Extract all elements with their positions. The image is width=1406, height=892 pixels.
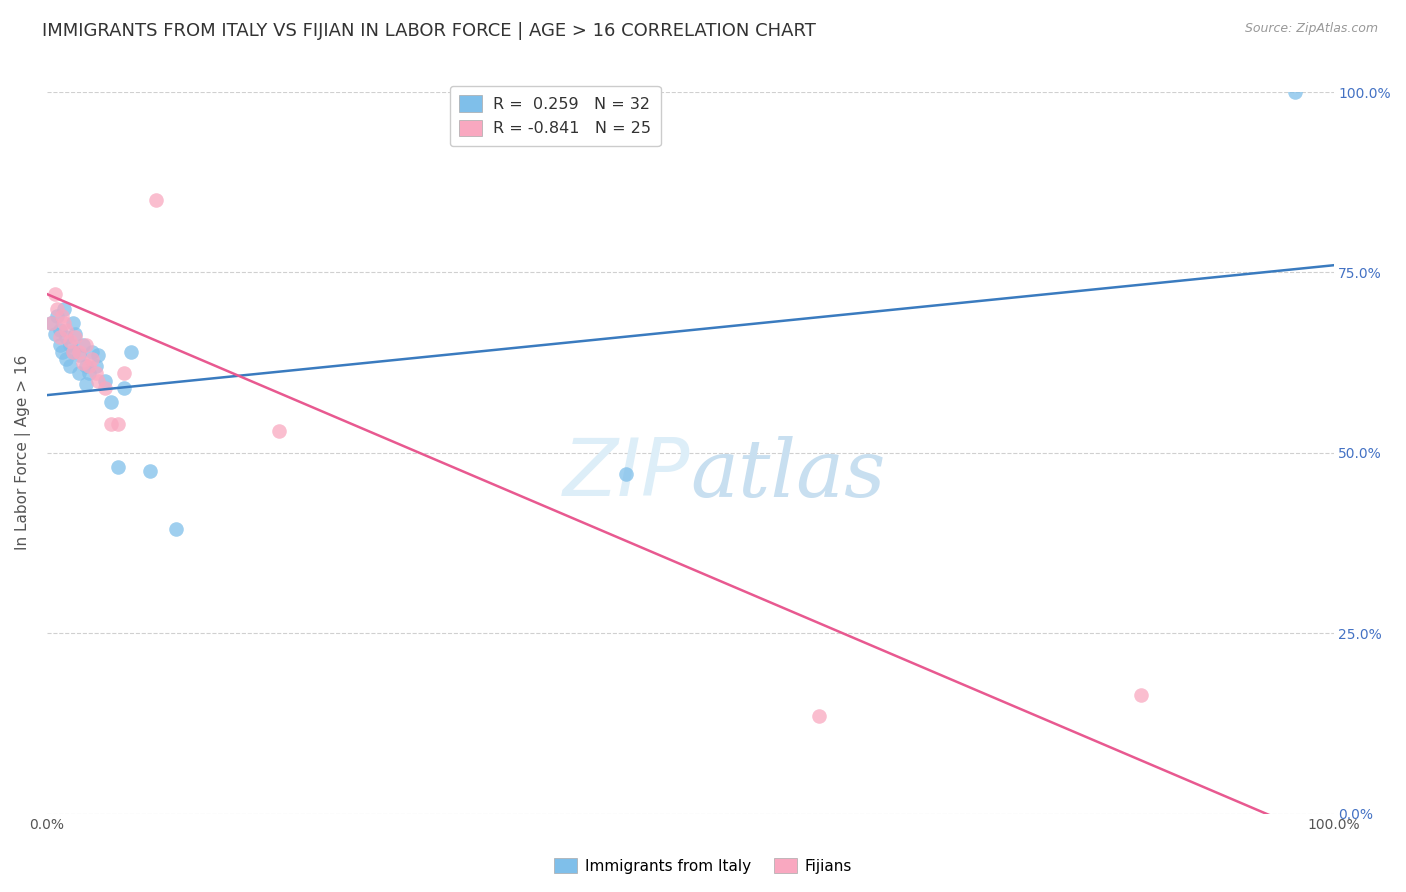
Point: [67, 348, 90, 362]
Point: [75, 359, 97, 374]
Point: [49, 330, 72, 344]
Point: [49, 323, 72, 337]
Point: [55, 323, 77, 337]
Point: [75, 337, 97, 351]
Point: [139, 464, 162, 478]
Point: [67, 367, 90, 381]
Point: [62, 344, 84, 359]
Point: [614, 467, 637, 482]
Legend: Immigrants from Italy, Fijians: Immigrants from Italy, Fijians: [548, 852, 858, 880]
Point: [62, 316, 84, 330]
Point: [120, 344, 142, 359]
Point: [145, 194, 167, 208]
Point: [51, 309, 73, 323]
Point: [112, 367, 135, 381]
Point: [80, 352, 103, 367]
Point: [107, 417, 129, 431]
Point: [807, 709, 830, 723]
Text: ZIP: ZIP: [562, 435, 690, 514]
Point: [87, 348, 110, 362]
Point: [87, 374, 110, 388]
Point: [39, 316, 62, 330]
Point: [94, 381, 117, 395]
Point: [59, 337, 82, 351]
Point: [59, 359, 82, 374]
Point: [52, 301, 75, 316]
Point: [112, 381, 135, 395]
Point: [80, 344, 103, 359]
Point: [62, 344, 84, 359]
Point: [72, 356, 94, 370]
Point: [46, 309, 69, 323]
Point: [67, 344, 90, 359]
Point: [39, 316, 62, 330]
Point: [52, 316, 75, 330]
Point: [59, 334, 82, 348]
Text: IMMIGRANTS FROM ITALY VS FIJIAN IN LABOR FORCE | AGE > 16 CORRELATION CHART: IMMIGRANTS FROM ITALY VS FIJIAN IN LABOR…: [42, 22, 815, 40]
Point: [79, 367, 101, 381]
Point: [55, 352, 77, 367]
Point: [46, 301, 69, 316]
Point: [100, 417, 122, 431]
Text: Source: ZipAtlas.com: Source: ZipAtlas.com: [1244, 22, 1378, 36]
Point: [1284, 85, 1306, 99]
Point: [107, 460, 129, 475]
Point: [100, 395, 122, 409]
Point: [49, 337, 72, 351]
Point: [44, 326, 66, 341]
Y-axis label: In Labor Force | Age > 16: In Labor Force | Age > 16: [15, 355, 31, 550]
Point: [94, 374, 117, 388]
Point: [165, 522, 187, 536]
Point: [75, 377, 97, 392]
Point: [267, 424, 290, 438]
Point: [72, 337, 94, 351]
Text: atlas: atlas: [690, 435, 886, 513]
Point: [65, 326, 87, 341]
Point: [1129, 688, 1152, 702]
Point: [84, 359, 107, 374]
Point: [51, 344, 73, 359]
Point: [79, 359, 101, 374]
Legend: R =  0.259   N = 32, R = -0.841   N = 25: R = 0.259 N = 32, R = -0.841 N = 25: [450, 86, 661, 146]
Point: [65, 330, 87, 344]
Point: [84, 367, 107, 381]
Point: [55, 330, 77, 344]
Point: [44, 287, 66, 301]
